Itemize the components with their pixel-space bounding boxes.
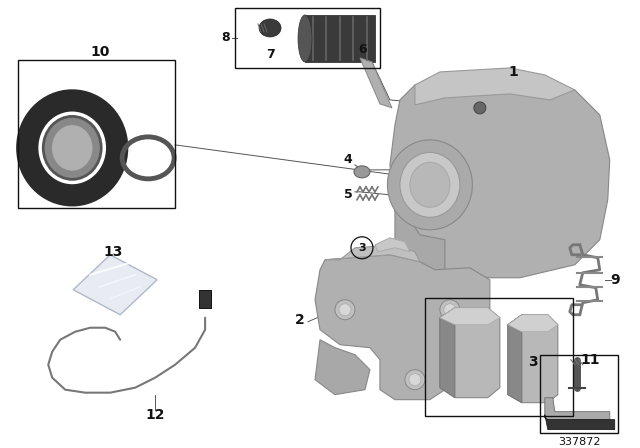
Text: 12: 12 <box>145 408 165 422</box>
Circle shape <box>474 102 486 114</box>
Ellipse shape <box>44 116 101 179</box>
Circle shape <box>339 304 351 316</box>
Bar <box>305 15 375 62</box>
Polygon shape <box>360 58 392 108</box>
Text: 6: 6 <box>358 43 367 56</box>
Text: 8: 8 <box>221 31 229 44</box>
Circle shape <box>444 304 456 316</box>
Polygon shape <box>508 315 558 332</box>
Ellipse shape <box>400 152 460 217</box>
Polygon shape <box>508 315 558 403</box>
Circle shape <box>440 300 460 320</box>
Polygon shape <box>73 255 157 315</box>
Text: 11: 11 <box>580 353 600 367</box>
Polygon shape <box>508 315 522 403</box>
Circle shape <box>409 374 421 386</box>
Text: 337872: 337872 <box>559 437 601 447</box>
Polygon shape <box>440 308 500 398</box>
Polygon shape <box>545 398 610 420</box>
Bar <box>199 290 211 308</box>
Text: 2: 2 <box>295 313 305 327</box>
Ellipse shape <box>298 15 312 62</box>
Ellipse shape <box>410 162 450 207</box>
Text: 3: 3 <box>528 355 538 369</box>
Polygon shape <box>325 245 420 262</box>
Bar <box>19 60 175 208</box>
Ellipse shape <box>259 19 281 37</box>
Text: 1: 1 <box>508 65 518 79</box>
Polygon shape <box>395 210 445 278</box>
Ellipse shape <box>51 125 93 171</box>
Text: 5: 5 <box>344 188 353 201</box>
Polygon shape <box>440 308 455 398</box>
Polygon shape <box>375 238 410 252</box>
Circle shape <box>405 370 425 390</box>
Ellipse shape <box>354 166 370 178</box>
Text: 7: 7 <box>266 48 275 61</box>
Bar <box>235 8 380 68</box>
Polygon shape <box>390 78 610 278</box>
Text: 3: 3 <box>358 243 366 253</box>
Text: 10: 10 <box>90 45 110 59</box>
Text: 9: 9 <box>610 273 620 287</box>
Bar <box>540 355 618 433</box>
Text: 4: 4 <box>344 153 353 166</box>
Ellipse shape <box>387 140 472 230</box>
Polygon shape <box>415 68 575 105</box>
Circle shape <box>335 300 355 320</box>
Polygon shape <box>315 340 370 395</box>
Text: 13: 13 <box>104 245 123 259</box>
Polygon shape <box>545 415 615 430</box>
Bar <box>425 298 573 416</box>
Polygon shape <box>315 255 490 400</box>
Polygon shape <box>440 308 500 325</box>
